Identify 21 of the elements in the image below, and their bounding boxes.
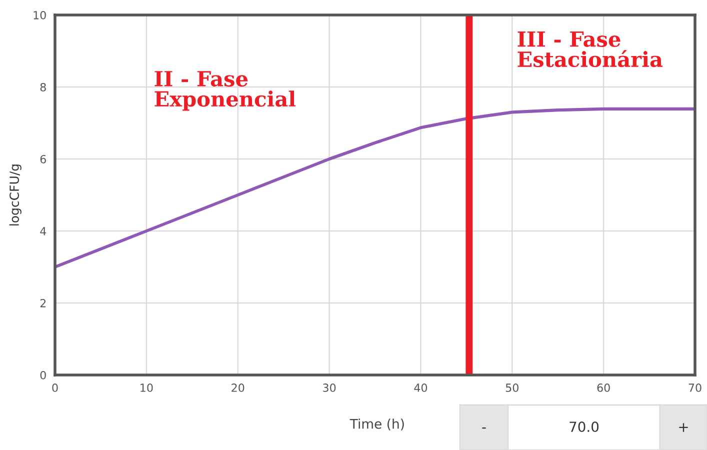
x-tick-label: 30	[323, 384, 336, 392]
x-tick-label: 60	[597, 384, 610, 392]
y-tick-label: 0	[40, 370, 46, 380]
y-axis-title: logcCFU/g	[9, 164, 22, 226]
text: 70.0	[570, 422, 599, 432]
y-tick-label: 8	[40, 82, 46, 92]
y-tick-label: 2	[40, 298, 46, 308]
text: +	[679, 423, 688, 432]
x-tick-label: 20	[232, 384, 244, 392]
x-tick-label: 70	[688, 384, 702, 392]
x-tick-label: 40	[414, 384, 428, 392]
x-tick-label: 50	[506, 384, 518, 392]
x-axis-title: Time (h)	[350, 418, 404, 430]
y-tick-label: 10	[34, 10, 46, 20]
x-tick-label: 0	[52, 384, 58, 392]
x-tick-label: 10	[140, 384, 153, 392]
annotation: II - Fase Exponencial	[154, 71, 296, 111]
y-tick-label: 4	[40, 227, 46, 236]
annotation: III - Fase Estacionária	[518, 31, 662, 68]
text: -	[482, 427, 486, 429]
y-tick-label: 6	[40, 154, 46, 164]
